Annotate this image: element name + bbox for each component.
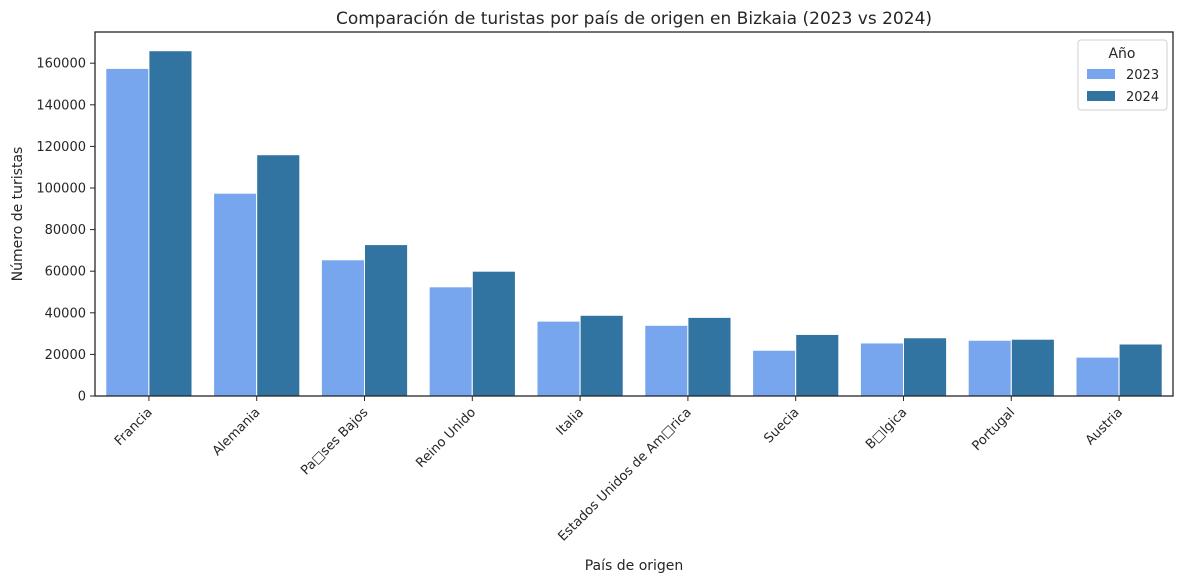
bar-2023-6: [752, 349, 797, 397]
y-tick-label: 140000: [36, 98, 86, 113]
x-tick-label: Austria: [1083, 405, 1126, 448]
bar-2024-3: [471, 270, 516, 397]
y-tick-label: 60000: [45, 265, 86, 280]
chart-title: Comparación de turistas por país de orig…: [336, 9, 932, 29]
bar-2023-5: [644, 324, 689, 397]
legend-label-2023: 2023: [1126, 68, 1159, 83]
bar-2023-4: [536, 320, 581, 397]
legend-label-2024: 2024: [1126, 90, 1159, 105]
bar-2024-2: [364, 244, 409, 397]
bar-2024-0: [148, 50, 193, 397]
x-axis-label: País de origen: [585, 558, 684, 574]
y-tick-label: 20000: [45, 348, 86, 363]
x-axis-ticks: Francia Alemania Pa□ses Bajos Reino Unido It…: [112, 396, 1126, 544]
x-tick-label: Suecia: [761, 405, 802, 446]
bar-2023-2: [320, 259, 366, 397]
y-tick-label: 160000: [36, 57, 86, 72]
y-axis-label: Número de turistas: [10, 147, 26, 282]
bar-2024-4: [579, 314, 624, 397]
x-tick-label: B□lgica: [863, 405, 910, 452]
bars-group: [105, 50, 1163, 397]
y-tick-label: 80000: [45, 223, 86, 238]
x-tick-label: Italia: [554, 405, 587, 438]
bar-2024-1: [256, 154, 301, 397]
y-tick-label: 100000: [36, 182, 86, 197]
y-axis-ticks: 0 20000 40000 60000 80000 100000 120000 140000 1…: [36, 57, 95, 405]
bar-2024-9: [1118, 343, 1163, 397]
x-tick-label: Portugal: [969, 405, 1018, 454]
y-tick-label: 40000: [45, 306, 86, 321]
bar-2023-0: [105, 67, 150, 397]
bar-2023-3: [428, 286, 473, 397]
y-tick-label: 120000: [36, 140, 86, 155]
bar-2023-8: [967, 339, 1012, 397]
plot-frame: [94, 31, 1174, 397]
x-tick-label: Alemania: [210, 405, 264, 459]
legend-swatch-2024: [1087, 91, 1115, 101]
bar-2023-7: [859, 342, 905, 397]
bar-2024-6: [795, 333, 840, 397]
bar-2023-9: [1075, 356, 1120, 397]
bar-2023-1: [213, 192, 258, 397]
x-tick-label: Francia: [112, 405, 156, 449]
y-tick-label: 0: [78, 390, 86, 405]
legend-title: Año: [1108, 46, 1135, 62]
x-tick-label: Reino Unido: [413, 405, 479, 471]
bar-2024-8: [1010, 338, 1055, 397]
bar-2024-7: [903, 337, 948, 397]
x-tick-label: Pa□ses Bajos: [298, 405, 371, 478]
legend-swatch-2023: [1087, 69, 1115, 79]
bar-2024-5: [687, 316, 732, 397]
legend: Año 2023 2024: [1077, 39, 1168, 111]
